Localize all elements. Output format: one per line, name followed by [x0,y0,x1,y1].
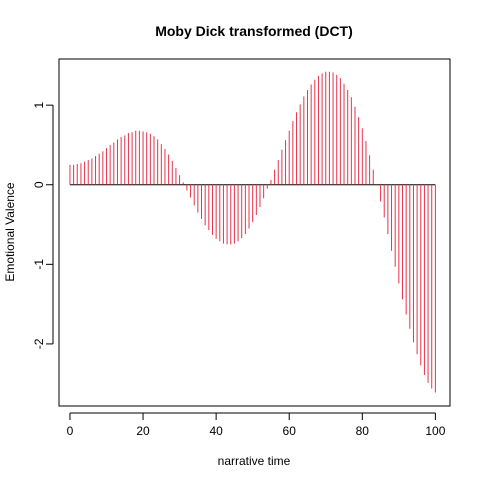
x-axis: 0 20 40 60 80 100 [67,412,446,438]
y-tick-label: -1 [32,259,46,270]
y-tick-label: 1 [32,102,46,109]
y-tick-label: 0 [32,181,46,188]
x-tick-label: 60 [283,424,297,438]
bars [69,71,436,393]
x-tick-label: 100 [425,424,445,438]
x-tick-label: 0 [67,424,74,438]
x-tick-label: 20 [136,424,150,438]
y-axis: -2 -1 0 1 [32,102,54,349]
y-tick-label: -2 [32,338,46,349]
plot-area [58,58,451,407]
y-axis-label: Emotional Valence [3,182,17,281]
x-tick-label: 80 [356,424,370,438]
x-tick-label: 40 [209,424,223,438]
chart-title: Moby Dick transformed (DCT) [155,23,353,39]
x-axis-label: narrative time [218,454,291,468]
